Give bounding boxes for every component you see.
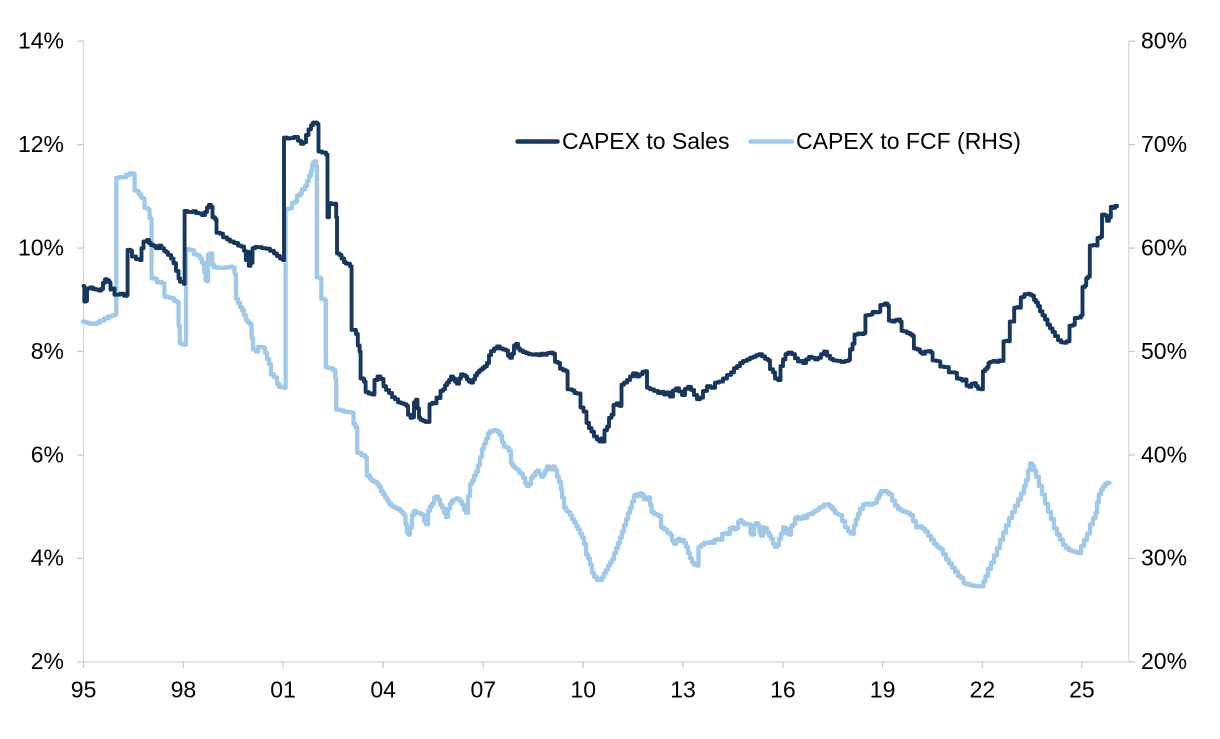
svg-text:13: 13 (670, 677, 696, 703)
svg-text:20%: 20% (1141, 648, 1187, 674)
svg-text:60%: 60% (1141, 234, 1187, 260)
svg-text:22: 22 (970, 677, 996, 703)
svg-text:14%: 14% (18, 28, 64, 54)
svg-text:80%: 80% (1141, 28, 1187, 54)
svg-text:25: 25 (1069, 677, 1095, 703)
svg-text:4%: 4% (31, 545, 64, 571)
svg-text:30%: 30% (1141, 545, 1187, 571)
svg-text:CAPEX to FCF (RHS): CAPEX to FCF (RHS) (796, 128, 1021, 154)
svg-text:95: 95 (71, 677, 97, 703)
svg-text:10%: 10% (18, 234, 64, 260)
svg-text:10: 10 (571, 677, 597, 703)
svg-text:12%: 12% (18, 131, 64, 157)
svg-text:07: 07 (471, 677, 497, 703)
svg-text:01: 01 (270, 677, 296, 703)
svg-text:19: 19 (870, 677, 896, 703)
svg-text:CAPEX to Sales: CAPEX to Sales (562, 128, 729, 154)
svg-text:40%: 40% (1141, 441, 1187, 467)
svg-text:6%: 6% (31, 441, 64, 467)
svg-text:50%: 50% (1141, 338, 1187, 364)
svg-text:2%: 2% (31, 648, 64, 674)
svg-text:8%: 8% (31, 338, 64, 364)
svg-text:98: 98 (171, 677, 197, 703)
svg-text:04: 04 (370, 677, 396, 703)
svg-text:70%: 70% (1141, 131, 1187, 157)
svg-text:16: 16 (770, 677, 796, 703)
